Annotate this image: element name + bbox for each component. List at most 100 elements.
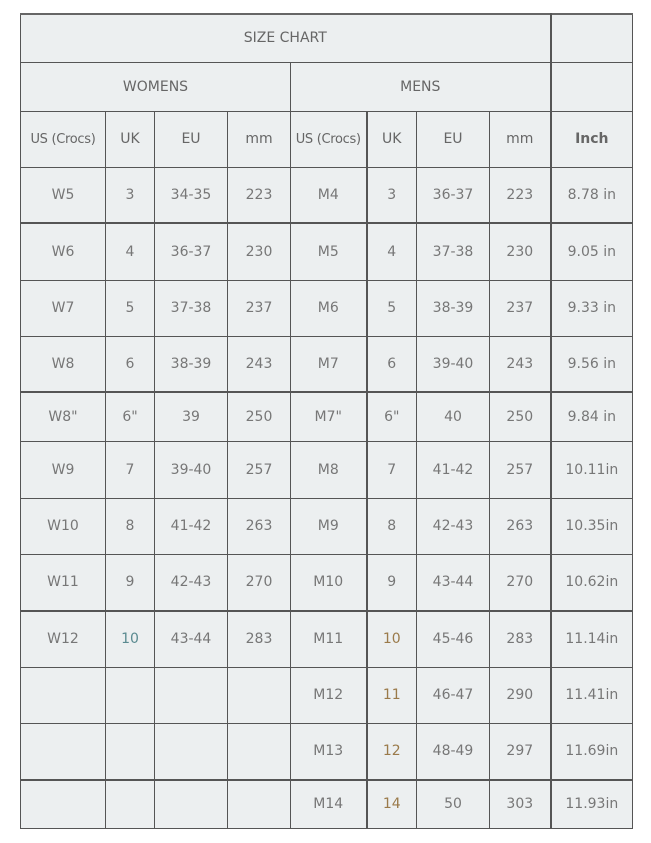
cell-womens-eu: 43-44: [154, 610, 228, 668]
cell-womens-eu: 39-40: [154, 440, 228, 499]
cell-mens-us: M7": [290, 391, 368, 442]
column-header-mens-uk: UK: [366, 110, 417, 168]
cell-mens-uk: 6: [366, 335, 417, 393]
cell-mens-mm: 250: [488, 391, 552, 442]
cell-womens-uk: 4: [105, 222, 155, 281]
cell-mens-eu: 40: [416, 391, 490, 442]
cell-womens-us: W9: [20, 440, 106, 499]
cell-womens-us: W7: [20, 279, 106, 337]
empty-cell: [550, 61, 634, 112]
cell-womens-eu: 34-35: [154, 166, 228, 224]
cell-womens-mm: 223: [227, 166, 291, 224]
size-chart-title: SIZE CHART: [19, 13, 552, 63]
cell-inch: 11.41in: [550, 666, 634, 724]
cell-mens-uk: 7: [366, 440, 417, 499]
table-row: W12 10 43-44 283 M11 10 45-46 283 11.14in: [20, 610, 634, 668]
cell-inch: 10.62in: [550, 553, 634, 612]
cell-mens-eu: 48-49: [416, 722, 490, 781]
cell-mens-us: M5: [290, 222, 368, 281]
column-header-womens-mm: mm: [227, 110, 291, 168]
cell-womens-us: W8: [20, 335, 106, 393]
cell-mens-eu: 43-44: [416, 553, 490, 612]
cell-inch: 9.84 in: [550, 391, 634, 442]
table-row: W11 9 42-43 270 M10 9 43-44 270 10.62in: [20, 553, 634, 612]
mens-header: MENS: [289, 61, 552, 112]
cell-mens-mm: 257: [488, 440, 552, 499]
cell-womens-us: W6: [20, 222, 106, 281]
cell-womens-eu: 39: [154, 391, 228, 442]
cell-mens-uk: 11: [366, 666, 417, 724]
cell-womens-mm: 257: [227, 440, 291, 499]
cell-inch: 10.35in: [550, 497, 634, 555]
cell-mens-us: M7: [290, 335, 368, 393]
cell-mens-eu: 41-42: [416, 440, 490, 499]
cell-mens-mm: 237: [488, 279, 552, 337]
cell-womens-uk: 9: [105, 553, 155, 612]
cell-womens-uk: 5: [105, 279, 155, 337]
cell-mens-mm: 230: [488, 222, 552, 281]
cell-inch: 9.05 in: [550, 222, 634, 281]
cell-mens-us: M10: [290, 553, 368, 612]
table-row: W7 5 37-38 237 M6 5 38-39 237 9.33 in: [20, 279, 634, 337]
cell-womens-mm: 250: [227, 391, 291, 442]
cell-womens-uk: 10: [105, 610, 155, 668]
cell-womens-mm: 243: [227, 335, 291, 393]
cell-womens-uk: 7: [105, 440, 155, 499]
column-header-mens-eu: EU: [416, 110, 490, 168]
cell-inch: 10.11in: [550, 440, 634, 499]
cell-womens-uk: 8: [105, 497, 155, 555]
cell-inch: 11.69in: [550, 722, 634, 781]
cell-womens-us: W8": [20, 391, 106, 442]
column-header-inch: Inch: [550, 110, 634, 168]
cell-womens-mm: [227, 666, 291, 724]
cell-mens-eu: 38-39: [416, 279, 490, 337]
cell-mens-uk: 6": [366, 391, 417, 442]
cell-inch: 11.14in: [550, 610, 634, 668]
empty-cell: [550, 13, 634, 63]
column-header-mens-us: US (Crocs): [290, 110, 368, 168]
cell-mens-us: M13: [290, 722, 368, 781]
table-row: W9 7 39-40 257 M8 7 41-42 257 10.11in: [20, 440, 634, 499]
cell-mens-mm: 297: [488, 722, 552, 781]
cell-womens-uk: 3: [105, 166, 155, 224]
table-row: W8 6 38-39 243 M7 6 39-40 243 9.56 in: [20, 335, 634, 393]
cell-womens-mm: 237: [227, 279, 291, 337]
cell-mens-us: M11: [290, 610, 368, 668]
cell-mens-us: M14: [290, 779, 368, 829]
cell-womens-uk: [105, 722, 155, 781]
cell-womens-eu: [154, 779, 228, 829]
table-row: W5 3 34-35 223 M4 3 36-37 223 8.78 in: [20, 166, 634, 224]
table-row: M13 12 48-49 297 11.69in: [20, 722, 634, 781]
cell-mens-mm: 263: [488, 497, 552, 555]
cell-mens-mm: 223: [488, 166, 552, 224]
cell-womens-us: [20, 779, 106, 829]
cell-mens-eu: 39-40: [416, 335, 490, 393]
womens-header: WOMENS: [20, 61, 291, 112]
column-header-row: US (Crocs) UK EU mm US (Crocs) UK EU mm Inch: [20, 110, 634, 168]
cell-inch: 11.93in: [550, 779, 634, 829]
cell-mens-eu: 37-38: [416, 222, 490, 281]
cell-mens-us: M8: [290, 440, 368, 499]
cell-mens-uk: 4: [366, 222, 417, 281]
cell-womens-uk: [105, 779, 155, 829]
column-header-mens-mm: mm: [488, 110, 552, 168]
cell-womens-mm: [227, 722, 291, 781]
cell-mens-uk: 5: [366, 279, 417, 337]
cell-womens-eu: 37-38: [154, 279, 228, 337]
cell-mens-eu: 50: [416, 779, 490, 829]
cell-mens-mm: 243: [488, 335, 552, 393]
cell-womens-uk: 6": [105, 391, 155, 442]
cell-womens-us: [20, 722, 106, 781]
cell-womens-us: W10: [20, 497, 106, 555]
cell-inch: 9.33 in: [550, 279, 634, 337]
cell-womens-us: W5: [20, 166, 106, 224]
column-header-womens-us: US (Crocs): [20, 110, 106, 168]
cell-mens-us: M12: [290, 666, 368, 724]
cell-womens-eu: 36-37: [154, 222, 228, 281]
cell-womens-us: W12: [20, 610, 106, 668]
cell-womens-us: W11: [20, 553, 106, 612]
column-header-womens-uk: UK: [105, 110, 155, 168]
cell-womens-uk: 6: [105, 335, 155, 393]
cell-womens-eu: [154, 722, 228, 781]
cell-mens-eu: 42-43: [416, 497, 490, 555]
